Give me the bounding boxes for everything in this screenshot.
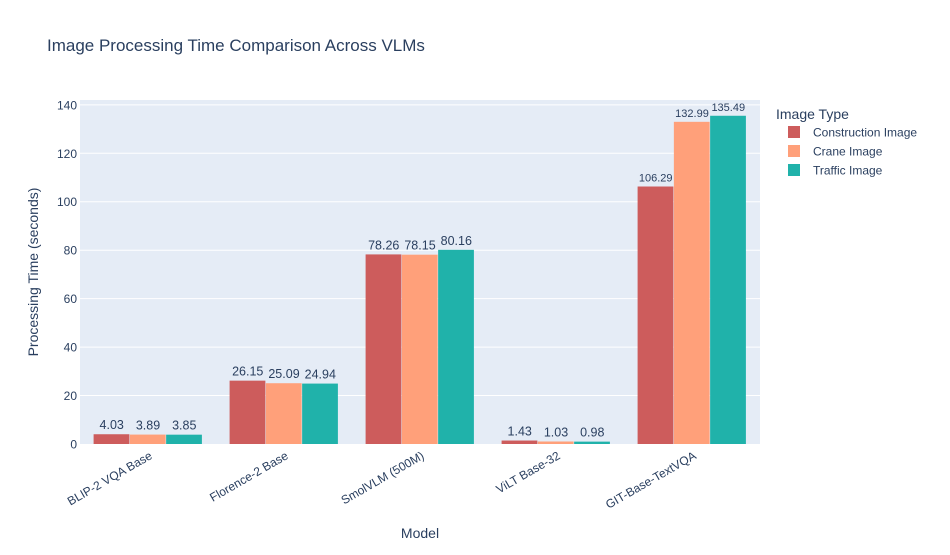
bar [401, 254, 438, 444]
y-tick-label: 120 [57, 147, 77, 161]
bar [710, 115, 746, 445]
y-tick-label: 80 [64, 244, 78, 258]
legend-title: Image Type [776, 106, 849, 122]
data-label: 80.16 [441, 234, 472, 248]
bar [365, 254, 402, 444]
data-label: 26.15 [232, 365, 263, 379]
y-tick-label: 140 [57, 98, 77, 112]
legend-entry[interactable]: Traffic Image [813, 164, 883, 178]
x-axis-title: Model [401, 525, 439, 541]
legend-swatch [788, 145, 800, 157]
data-label: 24.94 [305, 368, 336, 382]
bar [637, 186, 674, 444]
data-label: 4.03 [100, 418, 124, 432]
legend-entry[interactable]: Crane Image [813, 145, 883, 159]
y-tick-label: 100 [57, 195, 77, 209]
y-tick-labels: 0 20 40 60 80 100 120 140 [57, 98, 77, 451]
data-label: 3.89 [136, 419, 160, 433]
bar [93, 434, 130, 444]
y-tick-label: 40 [64, 341, 78, 355]
x-tick-label: ViLT Base-32 [494, 448, 563, 496]
data-label: 135.49 [711, 102, 745, 114]
data-label: 3.85 [172, 419, 196, 433]
x-tick-label: GIT-Base-TextVQA [603, 448, 698, 511]
data-label: 106.29 [639, 173, 673, 185]
data-label: 0.98 [580, 426, 604, 440]
data-label: 132.99 [675, 108, 709, 120]
y-axis-title: Processing Time (seconds) [25, 188, 41, 357]
y-tick-label: 0 [70, 438, 77, 452]
legend-swatch [788, 164, 800, 176]
y-tick-label: 20 [64, 389, 78, 403]
legend-swatch [788, 126, 800, 138]
bar [673, 121, 710, 445]
legend-entry[interactable]: Construction Image [813, 126, 917, 140]
x-tick-labels: BLIP-2 VQA Base Florence-2 Base SmolVLM (5… [65, 448, 699, 511]
x-tick-label: SmolVLM (500M) [339, 448, 427, 507]
chart-title: Image Processing Time Comparison Across … [47, 36, 425, 55]
data-label: 78.26 [368, 238, 399, 252]
data-label: 78.15 [404, 239, 435, 253]
bar [229, 380, 266, 444]
bar [302, 383, 338, 444]
bar [438, 249, 474, 444]
legend: Image Type Construction Image Crane Image… [776, 106, 917, 178]
bar [537, 441, 574, 444]
bars [93, 115, 746, 445]
data-label: 1.03 [544, 426, 568, 440]
x-tick-label: Florence-2 Base [207, 448, 291, 504]
bar [129, 434, 166, 444]
bar [501, 440, 538, 444]
bar [574, 441, 610, 444]
bar [166, 434, 202, 444]
data-labels: 4.03 3.89 3.85 26.15 25.09 24.94 78.26 78.15 80.… [100, 102, 746, 440]
y-tick-label: 60 [64, 292, 78, 306]
data-label: 1.43 [508, 425, 532, 439]
bar [265, 383, 302, 444]
x-tick-label: BLIP-2 VQA Base [65, 448, 155, 508]
data-label: 25.09 [268, 367, 299, 381]
